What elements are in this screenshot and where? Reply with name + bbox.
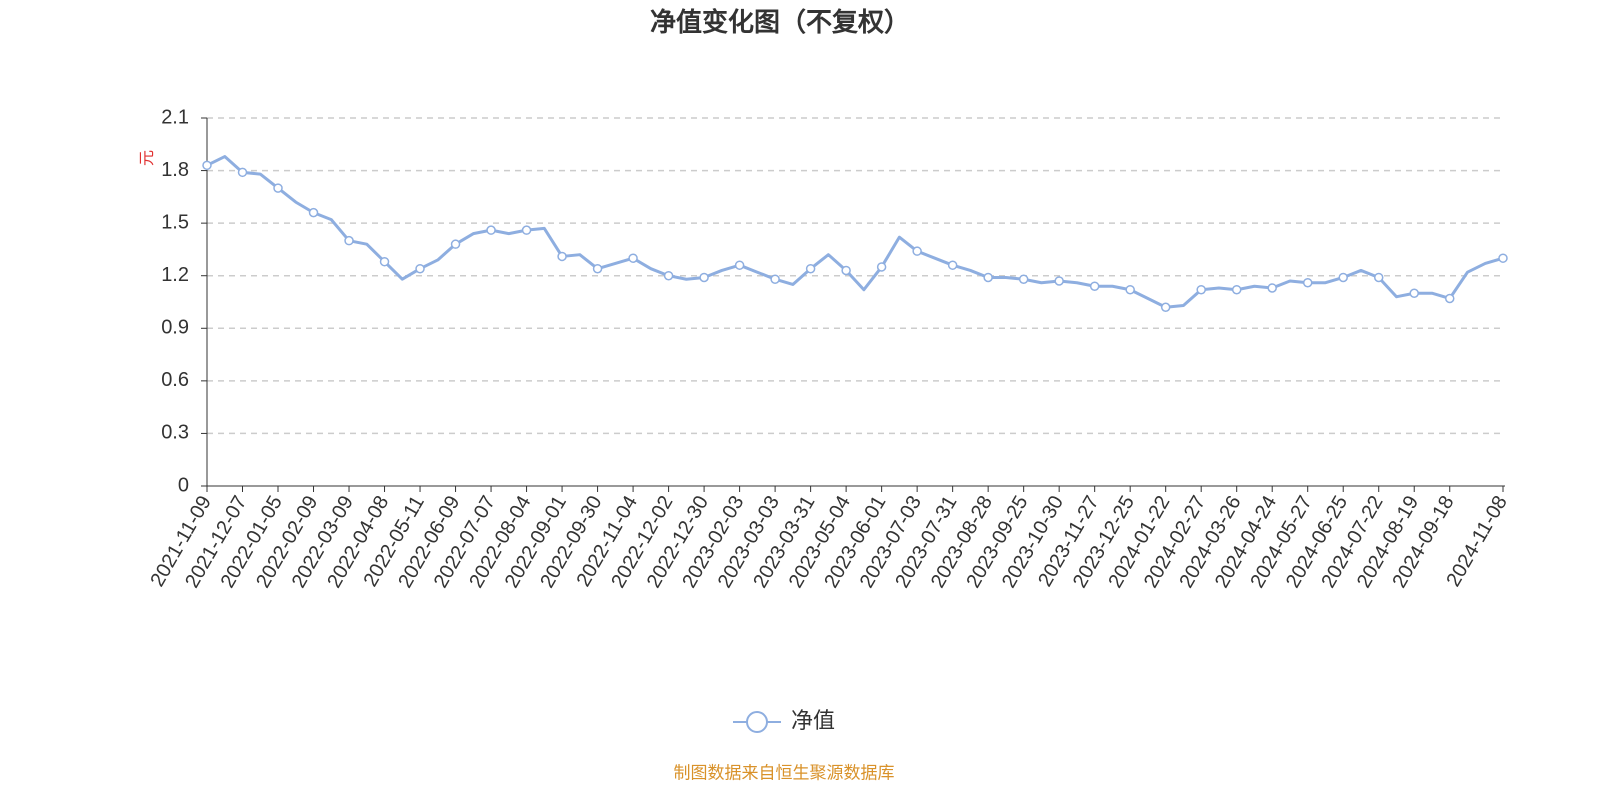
data-point [876,262,887,272]
data-point [1444,293,1455,304]
data-point [1196,284,1206,295]
data-point [557,251,567,262]
y-tick-label: 1.8 [161,159,189,181]
data-point [983,272,993,283]
data-point [379,256,390,267]
legend-symbol [746,711,768,733]
data-point [202,160,212,171]
data-point [521,225,532,235]
data-point [770,274,780,284]
data-point [1373,272,1384,283]
data-point [1498,253,1508,263]
data-point [628,253,638,263]
data-point [1409,288,1419,298]
data-point [1160,302,1171,313]
data-point [805,263,816,274]
data-point [1267,283,1277,293]
data-point [486,225,496,235]
data-point [663,270,674,281]
chart-title: 净值变化图（不复权） [650,7,910,37]
data-point [1125,284,1135,295]
data-point [237,167,248,178]
data-point [1302,277,1313,288]
data-point [841,265,851,276]
data-point [1231,284,1242,295]
y-tick-label: 1.2 [161,264,189,286]
data-point [1018,274,1029,284]
data-point [592,263,603,274]
y-tick-label: 2.1 [161,106,189,128]
source-note: 制图数据来自恒生聚源数据库 [674,763,895,782]
data-point [308,207,319,218]
data-point [699,272,709,283]
data-point [415,263,425,274]
y-tick-label: 1.5 [161,211,189,233]
data-point [1338,272,1348,283]
data-point [273,183,283,193]
y-tick-label: 0.6 [161,369,189,391]
y-tick-label: 0.9 [161,317,189,339]
data-point [912,246,922,256]
y-unit: 元 [139,150,156,166]
data-point [1054,276,1064,286]
data-point [1089,281,1100,291]
y-tick-label: 0 [178,474,189,496]
data-point [734,260,745,270]
data-point [947,260,958,270]
data-point [344,235,354,246]
y-tick-label: 0.3 [161,422,189,444]
data-point [450,239,461,249]
legend-label[interactable]: 净值 [791,708,835,733]
